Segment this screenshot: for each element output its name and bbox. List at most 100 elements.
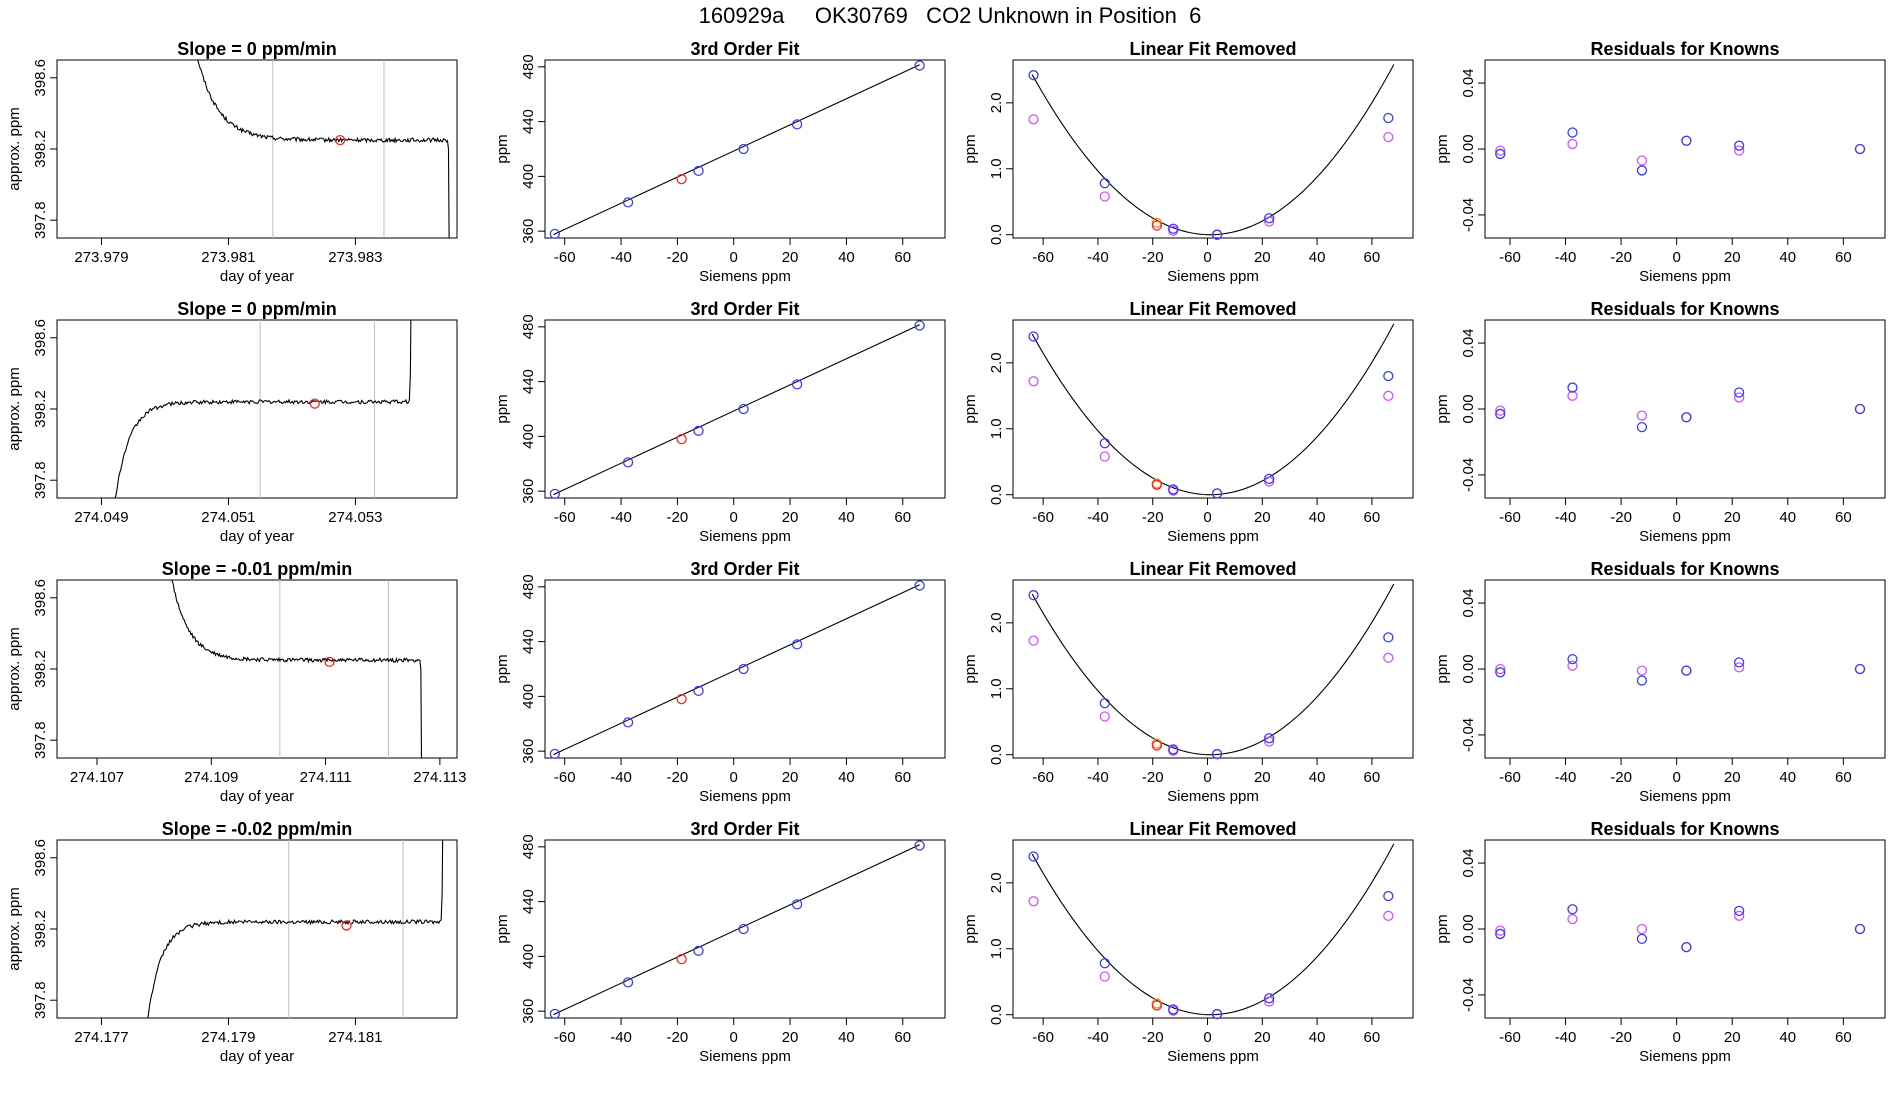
blue-residual-point	[1636, 933, 1648, 945]
x-tick-label: -60	[1499, 249, 1521, 266]
blue-residual-point	[1567, 127, 1578, 138]
x-tick-label: -40	[1087, 1029, 1109, 1046]
blue-residual-point	[1495, 408, 1506, 420]
x-tick-label: -60	[554, 509, 576, 526]
blue-residual-point	[1854, 143, 1866, 155]
blue-point	[1383, 112, 1394, 124]
x-axis-label: Siemens ppm	[699, 788, 791, 805]
x-tick-label: -40	[1087, 769, 1109, 786]
x-tick-label: 60	[894, 249, 911, 266]
x-tick-label: -40	[1087, 509, 1109, 526]
blue-point	[1028, 851, 1039, 862]
y-tick-label: 440	[520, 109, 537, 134]
x-tick-label: 0	[1203, 509, 1211, 526]
x-tick-label: 20	[1724, 769, 1741, 786]
x-tick-label: 273.983	[328, 249, 382, 266]
violet-residual-point	[1495, 925, 1506, 936]
violet-residual-point	[1734, 392, 1745, 403]
violet-point	[1028, 635, 1039, 646]
unknown-point	[1151, 220, 1162, 231]
x-tick-label: -20	[1610, 1029, 1632, 1046]
x-tick-label: 40	[1309, 249, 1326, 266]
y-tick-label: 398.6	[32, 319, 49, 357]
plot-title: Linear Fit Removed	[1129, 299, 1296, 319]
blue-residual-point	[1734, 905, 1745, 917]
y-axis-label: ppm	[494, 654, 511, 683]
y-tick-label: 440	[520, 629, 537, 654]
x-tick-label: 274.107	[70, 769, 124, 786]
figure-title: 160929a OK30769 CO2 Unknown in Position …	[698, 3, 1202, 28]
y-axis-label: approx. ppm	[6, 367, 23, 450]
known-standard-point	[914, 320, 925, 331]
blue-residual-point	[1495, 667, 1506, 678]
x-tick-label: 20	[1254, 509, 1271, 526]
y-axis-label: ppm	[1434, 914, 1451, 943]
known-standard-point	[693, 945, 704, 957]
plot-frame	[1012, 59, 1414, 239]
blue-point	[1099, 958, 1110, 969]
x-tick-label: 40	[1779, 509, 1796, 526]
known-standard-point	[693, 165, 704, 177]
x-tick-label: 60	[894, 509, 911, 526]
y-tick-label: 398.6	[32, 839, 49, 877]
blue-point	[1383, 632, 1394, 643]
x-tick-label: -40	[1555, 769, 1577, 786]
y-tick-label: -0.04	[1460, 978, 1477, 1012]
plot-title: Slope = -0.01 ppm/min	[162, 559, 353, 579]
x-tick-label: 20	[1254, 769, 1271, 786]
violet-point	[1383, 910, 1394, 921]
y-tick-label: 400	[520, 424, 537, 449]
x-tick-label: -60	[1032, 769, 1054, 786]
violet-residual-point	[1636, 923, 1648, 935]
x-tick-label: -20	[667, 769, 689, 786]
violet-point	[1383, 652, 1394, 663]
y-tick-label: 397.8	[32, 981, 49, 1019]
sample-average-marker	[335, 134, 346, 146]
x-tick-label: 40	[838, 249, 855, 266]
plot-title: Linear Fit Removed	[1129, 819, 1296, 839]
y-tick-label: 398.6	[32, 579, 49, 617]
x-axis-label: Siemens ppm	[1167, 528, 1259, 545]
plot-frame	[1484, 59, 1886, 239]
plot-panel: Residuals for Knowns -60 -40 -20 0 20 40 60 -0.0…	[1434, 819, 1886, 1065]
plot-title: Slope = 0 ppm/min	[177, 39, 337, 59]
violet-residual-point	[1567, 913, 1578, 925]
x-axis-label: Siemens ppm	[1167, 1048, 1259, 1065]
blue-point	[1099, 438, 1110, 449]
x-tick-label: -20	[1142, 249, 1164, 266]
blue-point	[1211, 488, 1223, 499]
violet-point	[1264, 736, 1275, 747]
x-axis-label: day of year	[220, 268, 294, 285]
plot-frame	[544, 579, 946, 759]
blue-point	[1264, 733, 1275, 744]
x-tick-label: 274.049	[74, 509, 128, 526]
x-tick-label: 60	[1835, 249, 1852, 266]
x-tick-label: 274.053	[328, 509, 382, 526]
y-tick-label: 1.0	[988, 938, 1005, 959]
known-standard-point	[791, 639, 803, 650]
x-tick-label: 0	[1203, 769, 1211, 786]
y-tick-label: 0.0	[988, 224, 1005, 245]
x-tick-label: -40	[610, 1029, 632, 1046]
y-tick-label: 360	[520, 739, 537, 764]
known-standard-point	[791, 899, 803, 910]
violet-point	[1028, 896, 1039, 907]
plot-title: Slope = 0 ppm/min	[177, 299, 337, 319]
violet-point	[1383, 131, 1394, 143]
known-standard-point	[791, 379, 803, 390]
y-axis-label: approx. ppm	[6, 107, 23, 190]
x-tick-label: 40	[838, 509, 855, 526]
y-tick-label: 398.2	[32, 130, 49, 168]
known-standard-point	[914, 60, 925, 71]
x-tick-label: -60	[1499, 1029, 1521, 1046]
known-standard-point	[549, 1008, 561, 1020]
y-tick-label: -0.04	[1460, 198, 1477, 232]
x-axis-label: Siemens ppm	[1639, 1048, 1731, 1065]
y-tick-label: -0.04	[1460, 718, 1477, 752]
known-standard-point	[914, 580, 925, 591]
blue-residual-point	[1636, 675, 1648, 686]
plot-title: Linear Fit Removed	[1129, 559, 1296, 579]
plot-title: Residuals for Knowns	[1590, 819, 1779, 839]
blue-residual-point	[1681, 665, 1692, 676]
